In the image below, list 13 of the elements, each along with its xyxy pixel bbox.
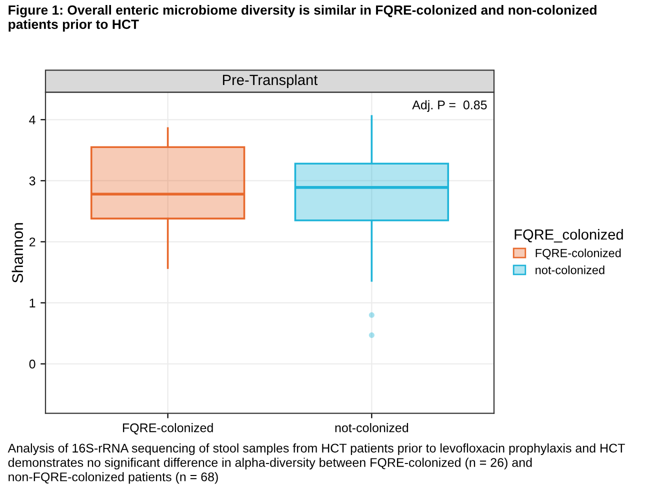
y-axis-title: Shannon [12, 223, 24, 283]
chart-subtitle: Pre-Transplant [223, 74, 318, 88]
y-tick-label: 0 [29, 360, 36, 369]
y-tick-label: 2 [29, 238, 36, 246]
legend-label: not-colonized [536, 266, 604, 274]
text: Analysis of 16S-rRNA sequencing of stool samples from HCT patients prior to levofloxacin prophylaxis and HCT demonstrates no significant difference in alpha-diversity between FQRE-colonized (n = 26) and non-FQRE-colonized patients (n = 68) [8, 443, 625, 484]
legend-title: FQRE_colonized [514, 228, 623, 242]
chart-title: Figure 1: Overall enteric microbiome diversity is similar in FQRE-colonized and non-colonized patients prior to HCT [8, 5, 596, 32]
y-tick-label: 4 [29, 116, 36, 124]
y-tick-label: 3 [29, 176, 36, 186]
annotation: Adj. P = 0.85 [412, 100, 487, 112]
y-tick-label: 1 [30, 298, 36, 308]
legend-label: FQRE-colonized [536, 248, 621, 260]
